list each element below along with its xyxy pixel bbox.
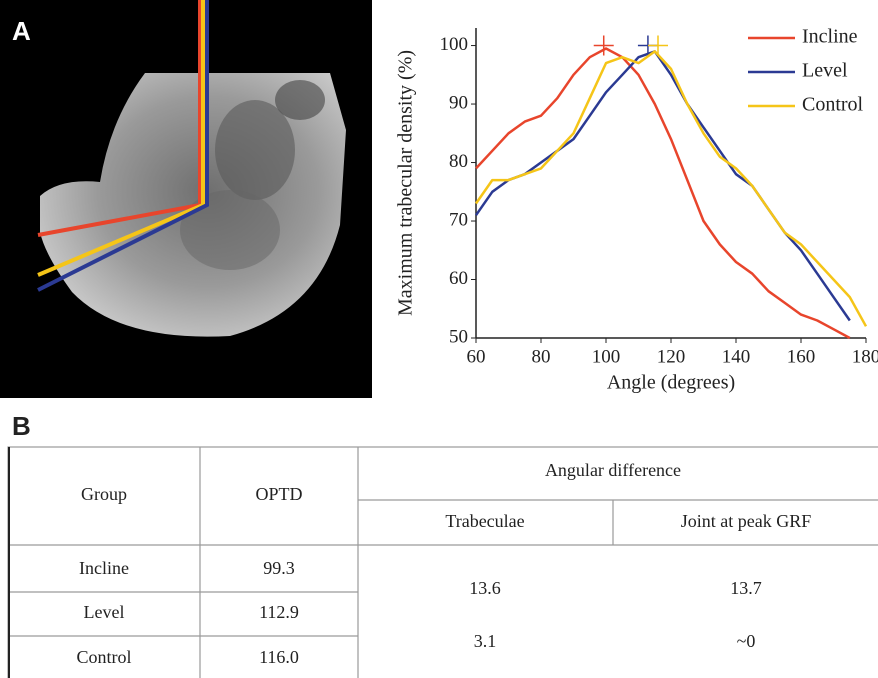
peak-marker [648, 35, 668, 56]
table-cell: Level [84, 602, 125, 622]
x-tick-label: 120 [657, 346, 686, 367]
legend-label: Incline [802, 26, 858, 48]
y-tick-label: 90 [449, 92, 468, 113]
x-axis-label: Angle (degrees) [607, 372, 735, 394]
y-axis-label: Maximum trabecular density (%) [395, 50, 417, 316]
x-tick-label: 160 [787, 346, 816, 367]
y-tick-label: 100 [440, 34, 469, 55]
y-tick-label: 70 [449, 209, 468, 230]
table-cell: 116.0 [259, 647, 299, 667]
table-header: OPTD [255, 484, 302, 504]
table: Group OPTD Angular difference Trabeculae… [7, 446, 878, 678]
y-tick-label: 50 [449, 326, 468, 347]
y-tick-label: 60 [449, 268, 468, 289]
x-tick-label: 180 [852, 346, 878, 367]
table-cell: 3.1 [474, 631, 497, 651]
x-tick-label: 140 [722, 346, 751, 367]
series-line [474, 50, 868, 327]
x-tick-label: 60 [467, 346, 486, 367]
table-cell: Incline [79, 558, 129, 578]
table-cell: 99.3 [263, 558, 295, 578]
panel-label: B [12, 411, 31, 441]
peak-marker [593, 35, 614, 56]
table-header: Angular difference [545, 460, 681, 480]
panel-label: A [12, 16, 31, 46]
table-header: Trabeculae [445, 511, 524, 531]
table-cell: ~0 [737, 631, 756, 651]
y-tick-label: 80 [449, 151, 468, 172]
series-line [474, 50, 851, 322]
table-cell: 112.9 [259, 602, 299, 622]
legend-label: Level [802, 60, 848, 82]
table-header: Joint at peak GRF [681, 511, 812, 531]
table-cell: 13.6 [469, 578, 501, 598]
table-cell: Control [76, 647, 131, 667]
series-line [475, 47, 851, 340]
legend-label: Control [802, 94, 864, 116]
table-header: Group [81, 484, 127, 504]
table-cell: 13.7 [730, 578, 762, 598]
x-tick-label: 100 [592, 346, 621, 367]
x-tick-label: 80 [532, 346, 551, 367]
ct-image [0, 0, 372, 398]
